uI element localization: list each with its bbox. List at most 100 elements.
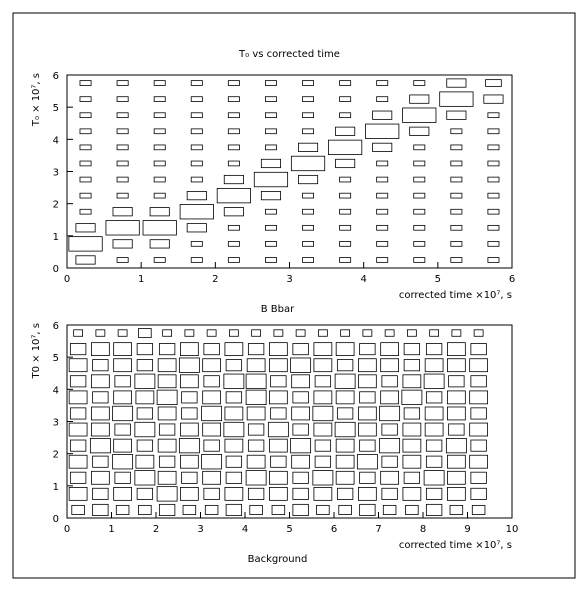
bin-box xyxy=(450,224,463,231)
bin-box xyxy=(224,342,244,356)
bin-box xyxy=(158,343,176,356)
bin-box xyxy=(470,375,487,388)
bin-box xyxy=(413,176,426,183)
x-tick-label: 8 xyxy=(420,524,426,535)
bin-box xyxy=(190,128,203,135)
bin-box xyxy=(117,329,128,337)
bin-box xyxy=(359,503,376,516)
x-tick-label: 2 xyxy=(153,524,159,535)
bin-box xyxy=(403,343,421,356)
bin-box xyxy=(260,191,281,201)
bin-box xyxy=(113,487,132,501)
bin-box xyxy=(225,503,243,516)
bin-box xyxy=(68,358,88,373)
bin-box xyxy=(112,454,134,470)
bin-box xyxy=(92,391,109,404)
bin-box xyxy=(447,487,466,501)
bin-box xyxy=(112,239,133,249)
bin-box xyxy=(105,220,140,236)
bin-box xyxy=(136,439,154,452)
bin-box xyxy=(487,112,500,119)
bin-box xyxy=(116,112,129,119)
bin-box xyxy=(153,112,166,119)
bin-box xyxy=(372,110,393,120)
x-tick-label: 9 xyxy=(464,524,470,535)
x-tick-label: 10 xyxy=(506,524,519,535)
bin-box xyxy=(204,504,219,515)
bin-box xyxy=(291,374,310,389)
y-tick-label: 5 xyxy=(53,103,59,114)
bin-box xyxy=(291,406,310,421)
bin-box xyxy=(79,208,92,215)
bin-box xyxy=(335,126,356,136)
bin-box xyxy=(269,358,288,373)
bin-box xyxy=(424,358,444,373)
bin-box xyxy=(69,471,87,484)
bin-box xyxy=(403,471,421,484)
bin-box xyxy=(470,343,487,356)
bin-box xyxy=(201,454,223,470)
bin-box xyxy=(264,96,277,102)
bin-box xyxy=(153,144,166,151)
page-frame xyxy=(12,12,576,579)
bin-box xyxy=(485,79,502,87)
bin-box xyxy=(340,329,351,337)
bin-box xyxy=(487,241,500,247)
bin-box xyxy=(312,470,334,486)
bin-box xyxy=(267,421,289,438)
bin-box xyxy=(314,375,332,388)
bin-box xyxy=(356,454,378,470)
bin-box xyxy=(487,208,500,215)
bin-box xyxy=(365,123,400,139)
bin-box xyxy=(69,343,87,356)
bin-box xyxy=(302,241,315,247)
bin-box xyxy=(114,375,131,388)
y-tick-label: 0 xyxy=(53,514,59,525)
bin-box xyxy=(112,405,134,422)
bin-box xyxy=(113,358,132,373)
bin-box xyxy=(292,503,309,516)
bin-box xyxy=(73,329,84,337)
bin-box xyxy=(425,487,443,500)
bin-box xyxy=(379,437,401,454)
bin-box xyxy=(313,422,333,437)
bin-box xyxy=(245,470,267,486)
bin-box xyxy=(264,128,277,135)
bin-box xyxy=(358,487,377,501)
bin-box xyxy=(314,455,332,468)
bin-box xyxy=(264,208,277,215)
bin-box xyxy=(335,438,355,453)
bin-box xyxy=(79,96,92,102)
bin-box xyxy=(247,439,265,452)
bin-box xyxy=(302,257,315,263)
bin-box xyxy=(225,359,243,372)
bin-box xyxy=(79,192,92,199)
bin-box xyxy=(190,257,203,263)
bin-box xyxy=(425,439,443,452)
bin-box xyxy=(247,487,265,500)
bin-box xyxy=(136,487,154,500)
bin-box xyxy=(69,407,87,420)
bin-box xyxy=(450,208,463,215)
bin-box xyxy=(450,128,463,135)
bin-box xyxy=(203,375,220,388)
y-tick-label: 2 xyxy=(53,450,59,461)
bin-box xyxy=(216,187,251,204)
bin-box xyxy=(339,112,352,119)
bin-box xyxy=(156,389,178,406)
bin-box xyxy=(227,80,240,86)
bin-box xyxy=(91,422,110,437)
bin-box xyxy=(224,406,244,421)
bin-box xyxy=(446,110,467,120)
bin-box xyxy=(180,487,199,501)
bin-box xyxy=(264,257,277,263)
bin-box xyxy=(446,78,467,88)
bin-box xyxy=(302,192,315,199)
chart-title: T₀ vs corrected time xyxy=(238,49,340,60)
bin-box xyxy=(425,391,443,404)
bin-box xyxy=(190,144,203,151)
bin-box xyxy=(413,144,426,151)
bin-box xyxy=(178,357,200,373)
bin-box xyxy=(223,421,245,438)
bin-box xyxy=(487,257,500,263)
